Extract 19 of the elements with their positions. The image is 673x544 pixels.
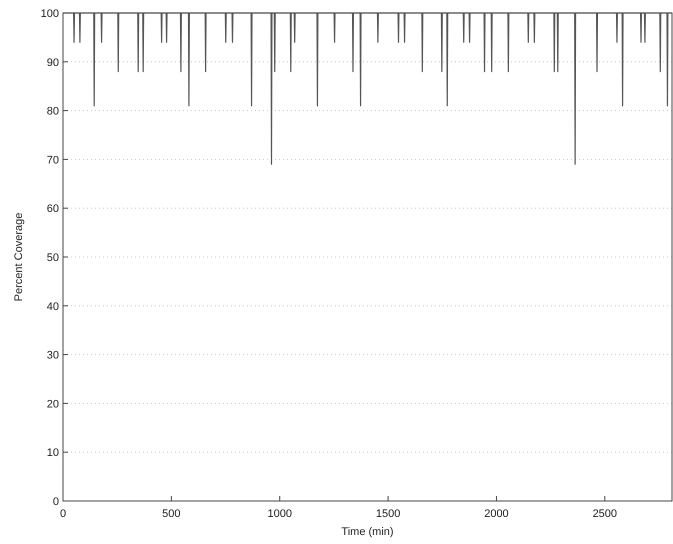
x-tick-label: 1500	[376, 508, 400, 520]
y-tick-label: 70	[46, 154, 59, 166]
x-tick-label: 1000	[267, 508, 292, 520]
y-tick-label: 60	[46, 203, 59, 216]
x-tick-label: 0	[60, 508, 66, 520]
y-tick-label: 30	[46, 350, 59, 362]
x-axis-title: Time (min)	[341, 526, 394, 538]
y-tick-label: 20	[46, 398, 59, 410]
x-tick-label: 500	[162, 508, 181, 520]
y-tick-label: 50	[46, 252, 59, 264]
y-tick-label: 90	[46, 56, 59, 69]
y-tick-label: 80	[46, 106, 59, 118]
y-tick-label: 100	[40, 8, 59, 20]
y-tick-label: 0	[52, 496, 59, 508]
y-axis-title: Percent Coverage	[13, 212, 25, 302]
x-tick-label: 2500	[592, 508, 618, 520]
y-tick-label: 40	[46, 300, 59, 313]
x-tick-label: 2000	[484, 508, 509, 520]
y-tick-label: 10	[46, 447, 59, 460]
